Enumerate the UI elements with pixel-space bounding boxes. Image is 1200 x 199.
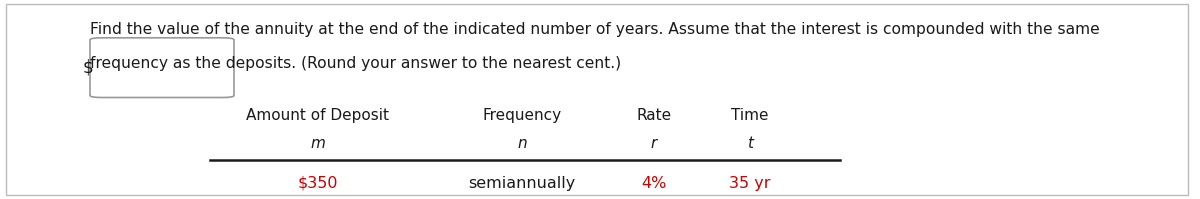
Text: Rate: Rate <box>636 108 672 123</box>
Text: Find the value of the annuity at the end of the indicated number of years. Assum: Find the value of the annuity at the end… <box>90 22 1099 37</box>
Text: m: m <box>311 136 325 151</box>
Text: Time: Time <box>731 108 769 123</box>
FancyBboxPatch shape <box>6 4 1188 195</box>
Text: t: t <box>746 136 754 151</box>
Text: $: $ <box>83 59 94 77</box>
Text: n: n <box>517 136 527 151</box>
Text: Frequency: Frequency <box>482 108 562 123</box>
FancyBboxPatch shape <box>90 38 234 98</box>
Text: semiannually: semiannually <box>468 176 576 191</box>
Text: r: r <box>650 136 658 151</box>
Text: frequency as the deposits. (Round your answer to the nearest cent.): frequency as the deposits. (Round your a… <box>90 56 622 71</box>
Text: $350: $350 <box>298 176 338 191</box>
Text: 35 yr: 35 yr <box>730 176 770 191</box>
Text: Amount of Deposit: Amount of Deposit <box>246 108 390 123</box>
Text: 4%: 4% <box>641 176 667 191</box>
